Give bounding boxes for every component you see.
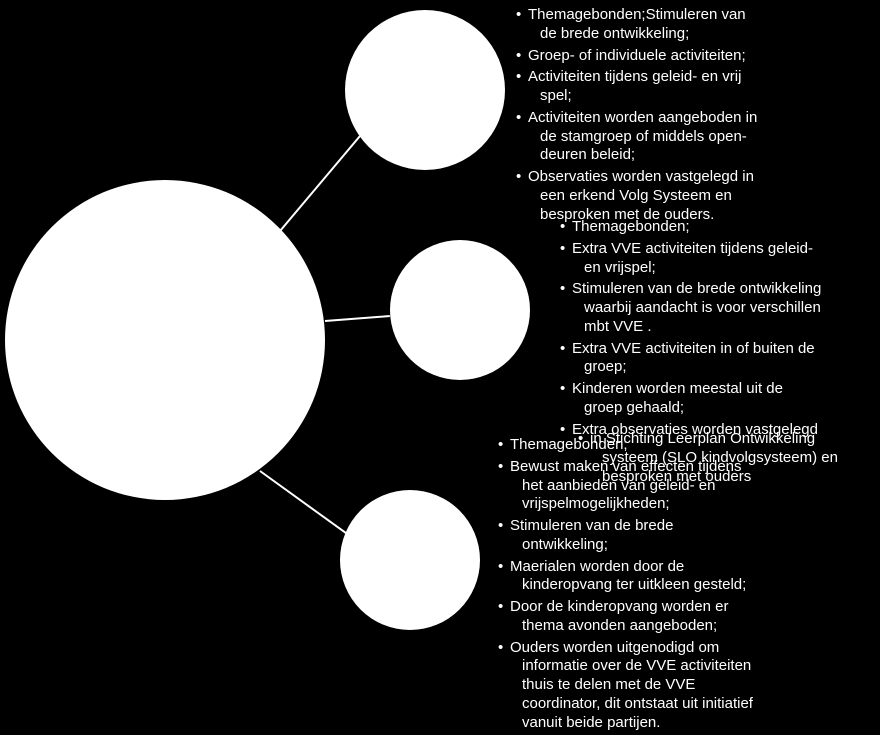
bullet-item: Maerialen worden door dekinderopvang ter… [498, 558, 878, 596]
mid-circle [390, 240, 530, 380]
bullet-item: Activiteiten tijdens geleid- en vrijspel… [516, 68, 846, 106]
bullet-item: Stimuleren van de brede ontwikkelingwaar… [560, 280, 880, 336]
connector-mid [325, 315, 390, 322]
bullet-item: Stimuleren van de bredeontwikkeling; [498, 517, 878, 555]
connector-bot [259, 470, 350, 537]
mid-text-block: Themagebonden; Extra VVE activiteiten tij… [560, 218, 880, 442]
bullet-item: Activiteiten worden aangeboden inde stam… [516, 109, 846, 165]
bot-circle [340, 490, 480, 630]
hub-circle [5, 180, 325, 500]
diagram-canvas: Themagebonden;Stimuleren vande brede ont… [0, 0, 880, 697]
bullet-item: Extra VVE activiteiten in of buiten degr… [560, 340, 880, 378]
bullet-item: Themagebonden; [560, 218, 880, 237]
bullet-item: Extra VVE activiteiten tijdens geleid-en… [560, 240, 880, 278]
bullet-item: Groep- of individuele activiteiten; [516, 47, 846, 66]
top-circle [345, 10, 505, 170]
bullet-item: in Stichting Leerplan Ontwikkelingsystee… [578, 430, 880, 486]
bullet-item: Themagebonden;Stimuleren vande brede ont… [516, 6, 846, 44]
bullet-item: Observaties worden vastgelegd ineen erke… [516, 168, 846, 224]
connector-top [279, 135, 361, 231]
overlay2-text-block: in Stichting Leerplan Ontwikkelingsystee… [578, 430, 880, 489]
top-text-block: Themagebonden;Stimuleren vande brede ont… [516, 6, 846, 227]
overlay2-list: in Stichting Leerplan Ontwikkelingsystee… [578, 430, 880, 486]
bullet-item: Kinderen worden meestal uit degroep geha… [560, 380, 880, 418]
bullet-item: Door de kinderopvang worden erthema avon… [498, 598, 878, 636]
bullet-item: Ouders worden uitgenodigd ominformatie o… [498, 639, 878, 733]
top-list: Themagebonden;Stimuleren vande brede ont… [516, 6, 846, 224]
mid-list: Themagebonden; Extra VVE activiteiten tij… [560, 218, 880, 439]
